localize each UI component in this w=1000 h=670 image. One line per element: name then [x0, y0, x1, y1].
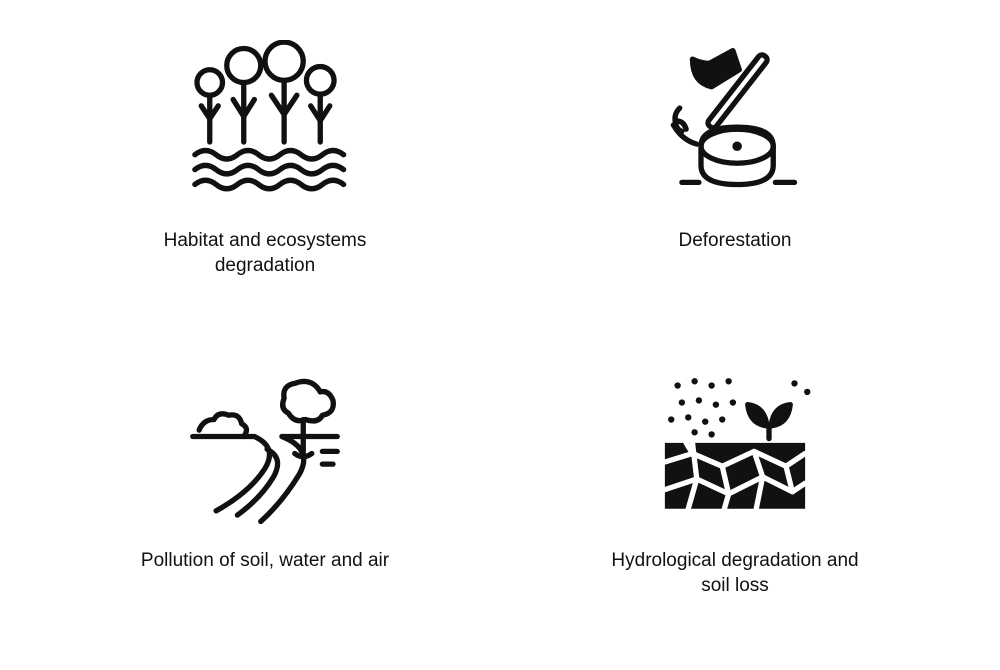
item-hydrological: Hydrological degradation and soil loss: [560, 355, 910, 635]
item-label: Pollution of soil, water and air: [141, 549, 389, 574]
item-label: Habitat and ecosystems degradation: [125, 229, 405, 278]
item-label: Deforestation: [678, 229, 791, 254]
axe-stump-icon: [645, 35, 825, 215]
item-pollution: Pollution of soil, water and air: [90, 355, 440, 635]
infographic-grid: Habitat and ecosystems degradation: [90, 35, 910, 635]
item-label: Hydrological degradation and soil loss: [595, 549, 875, 598]
river-landscape-icon: [175, 355, 355, 535]
trees-over-water-icon: [175, 35, 355, 215]
cracked-soil-sprout-icon: [645, 355, 825, 535]
item-habitat: Habitat and ecosystems degradation: [90, 35, 440, 315]
item-deforestation: Deforestation: [560, 35, 910, 315]
